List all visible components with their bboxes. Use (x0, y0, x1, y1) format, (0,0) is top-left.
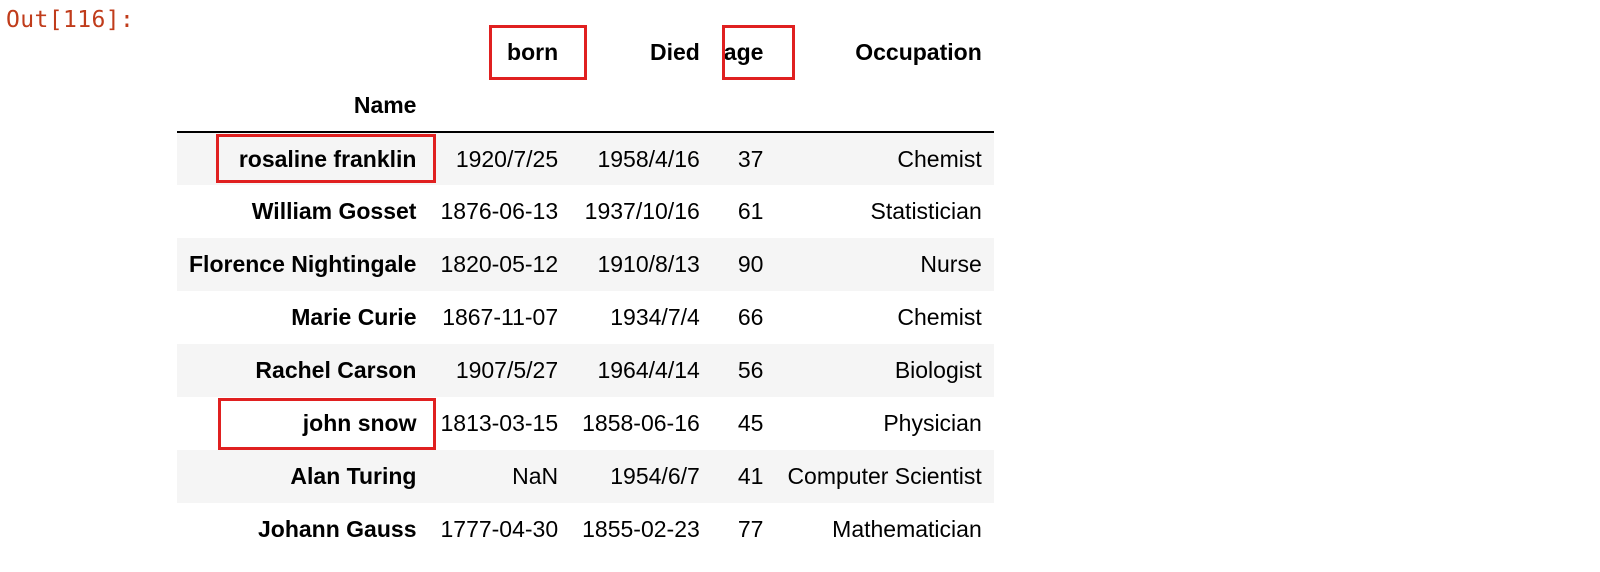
row-index-label: Rachel Carson (255, 357, 417, 383)
cell-occupation: Chemist (897, 145, 982, 172)
cell-died: 1910/8/13 (597, 251, 700, 277)
row-index-label: john snow (302, 410, 417, 436)
output-prompt: Out[116]: (6, 7, 135, 33)
cell-age: 41 (737, 463, 764, 489)
table-row: john snow 1813-03-15 1858-06-16 45 Physi… (177, 397, 994, 450)
cell-occupation: Mathematician (832, 516, 982, 542)
row-index-label: rosaline franklin (238, 145, 417, 172)
table-row: rosaline franklin 1920/7/25 1958/4/16 37… (177, 132, 994, 185)
cell-born: NaN (512, 463, 559, 489)
empty-header-cell (428, 79, 571, 133)
table-row: Johann Gauss 1777-04-30 1855-02-23 77 Ma… (177, 503, 994, 556)
cell-age: 37 (737, 145, 764, 172)
cell-born: 1867-11-07 (442, 304, 559, 330)
table-row: Alan Turing NaN 1954/6/7 41 Computer Sci… (177, 450, 994, 503)
cell-age: 56 (737, 357, 764, 383)
column-header-age: age (723, 39, 764, 65)
cell-occupation: Chemist (897, 304, 982, 330)
row-index-label: Alan Turing (290, 463, 417, 489)
dataframe-table: born Died age Occupation Name rosaline f… (177, 26, 994, 556)
table-row: Rachel Carson 1907/5/27 1964/4/14 56 Bio… (177, 344, 994, 397)
cell-occupation: Statistician (870, 198, 982, 224)
index-name-header: Name (177, 79, 429, 133)
cell-age: 66 (737, 304, 764, 330)
cell-occupation: Nurse (920, 251, 982, 277)
cell-occupation: Biologist (894, 357, 982, 383)
index-name-row: Name (177, 79, 994, 133)
column-header-born: born (507, 39, 559, 65)
cell-born: 1813-03-15 (440, 410, 559, 436)
table-row: William Gosset 1876-06-13 1937/10/16 61 … (177, 185, 994, 238)
table-row: Florence Nightingale 1820-05-12 1910/8/1… (177, 238, 994, 291)
cell-died: 1934/7/4 (610, 304, 700, 330)
cell-died: 1954/6/7 (610, 463, 700, 489)
column-header-row: born Died age Occupation (177, 26, 994, 79)
cell-born: 1907/5/27 (455, 357, 559, 383)
empty-header-cell (570, 79, 712, 133)
empty-header-cell (711, 79, 776, 133)
row-index-label: Marie Curie (291, 304, 417, 330)
cell-died: 1964/4/14 (597, 357, 700, 383)
table-row: Marie Curie 1867-11-07 1934/7/4 66 Chemi… (177, 291, 994, 344)
cell-age: 61 (737, 198, 764, 224)
column-header-occupation: Occupation (855, 39, 982, 65)
cell-born: 1920/7/25 (455, 145, 559, 172)
cell-age: 90 (737, 251, 764, 277)
cell-born: 1876-06-13 (440, 198, 559, 224)
cell-died: 1937/10/16 (584, 198, 700, 224)
cell-occupation: Computer Scientist (787, 463, 982, 489)
cell-died: 1855-02-23 (582, 516, 700, 542)
cell-born: 1820-05-12 (440, 251, 559, 277)
row-index-label: Florence Nightingale (189, 251, 417, 277)
cell-born: 1777-04-30 (440, 516, 559, 542)
cell-died: 1858-06-16 (582, 410, 700, 436)
empty-header-cell (775, 79, 994, 133)
column-header-died: Died (649, 39, 700, 65)
row-index-label: William Gosset (251, 198, 417, 224)
cell-age: 45 (737, 410, 764, 436)
row-index-label: Johann Gauss (258, 516, 417, 542)
index-corner (177, 26, 428, 79)
cell-died: 1958/4/16 (597, 145, 700, 172)
cell-age: 77 (737, 516, 764, 542)
cell-occupation: Physician (883, 410, 982, 436)
